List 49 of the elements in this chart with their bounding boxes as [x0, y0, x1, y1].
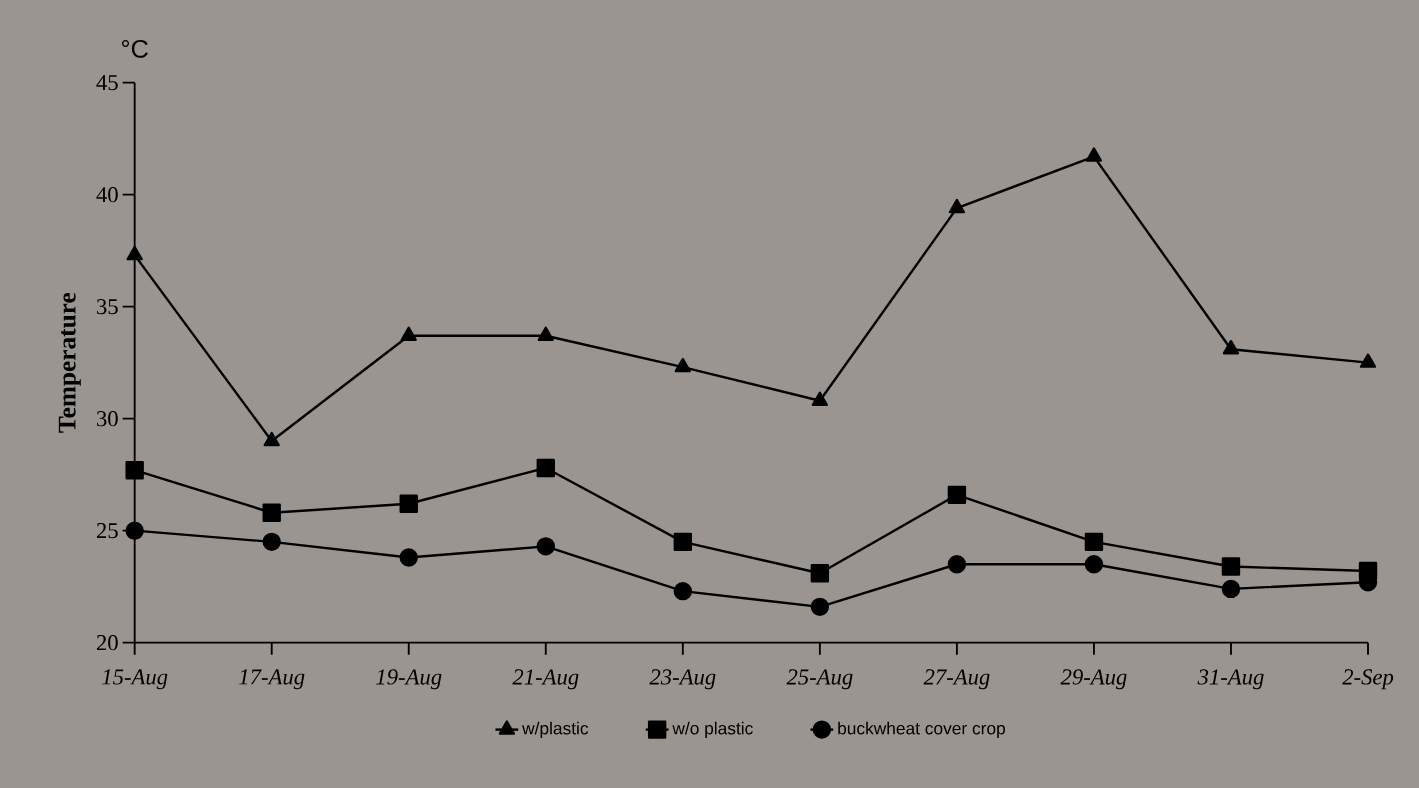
y-tick-label: 30: [97, 411, 118, 427]
x-tick-label: 25-Aug: [786, 669, 853, 690]
point: [1084, 532, 1104, 552]
point: [399, 494, 418, 513]
x-tick-label: 27-Aug: [923, 669, 990, 690]
point: [810, 597, 830, 617]
y-tick-label: 45: [96, 75, 118, 91]
point: [811, 391, 828, 406]
point: [400, 326, 417, 341]
point: [1221, 579, 1241, 599]
x-tick-label: 2-Sep: [1342, 669, 1394, 690]
x-tick-label: 29-Aug: [1060, 669, 1127, 690]
y-tick-label: 20: [96, 635, 118, 651]
point: [537, 326, 554, 341]
x-tick-label: 17-Aug: [239, 669, 305, 690]
point: [1221, 557, 1241, 576]
point: [262, 532, 281, 552]
y-tick-label: 25: [96, 523, 118, 539]
legend-label: w/plastic: [522, 721, 589, 738]
legend-label: w/o plastic: [672, 721, 753, 738]
x-tick-label: 15-Aug: [102, 669, 168, 690]
point: [399, 548, 418, 567]
point: [1084, 555, 1104, 574]
point: [673, 581, 693, 601]
y-tick-label: 35: [97, 299, 118, 315]
text: °C: [121, 39, 148, 58]
point: [673, 532, 693, 552]
x-tick-label: 19-Aug: [376, 669, 442, 690]
legend-label: buckwheat cover crop: [838, 721, 1005, 738]
point: [1085, 147, 1103, 162]
point: [263, 431, 280, 447]
point: [947, 555, 967, 574]
point: [674, 357, 691, 373]
point: [126, 245, 143, 261]
point: [1359, 353, 1377, 368]
point: [810, 564, 830, 583]
point: [536, 537, 555, 556]
y-tick-label: 40: [96, 187, 118, 203]
point: [1222, 340, 1240, 355]
point: [125, 521, 144, 540]
point: [125, 460, 144, 480]
point: [536, 458, 555, 478]
x-tick-label: 23-Aug: [649, 669, 716, 690]
point: [262, 503, 281, 522]
x-tick-label: 31-Aug: [1197, 669, 1264, 690]
point: [947, 485, 967, 505]
point: [948, 198, 966, 214]
y-axis-title: Temperature: [58, 292, 81, 433]
x-tick-label: 21-Aug: [512, 669, 579, 690]
